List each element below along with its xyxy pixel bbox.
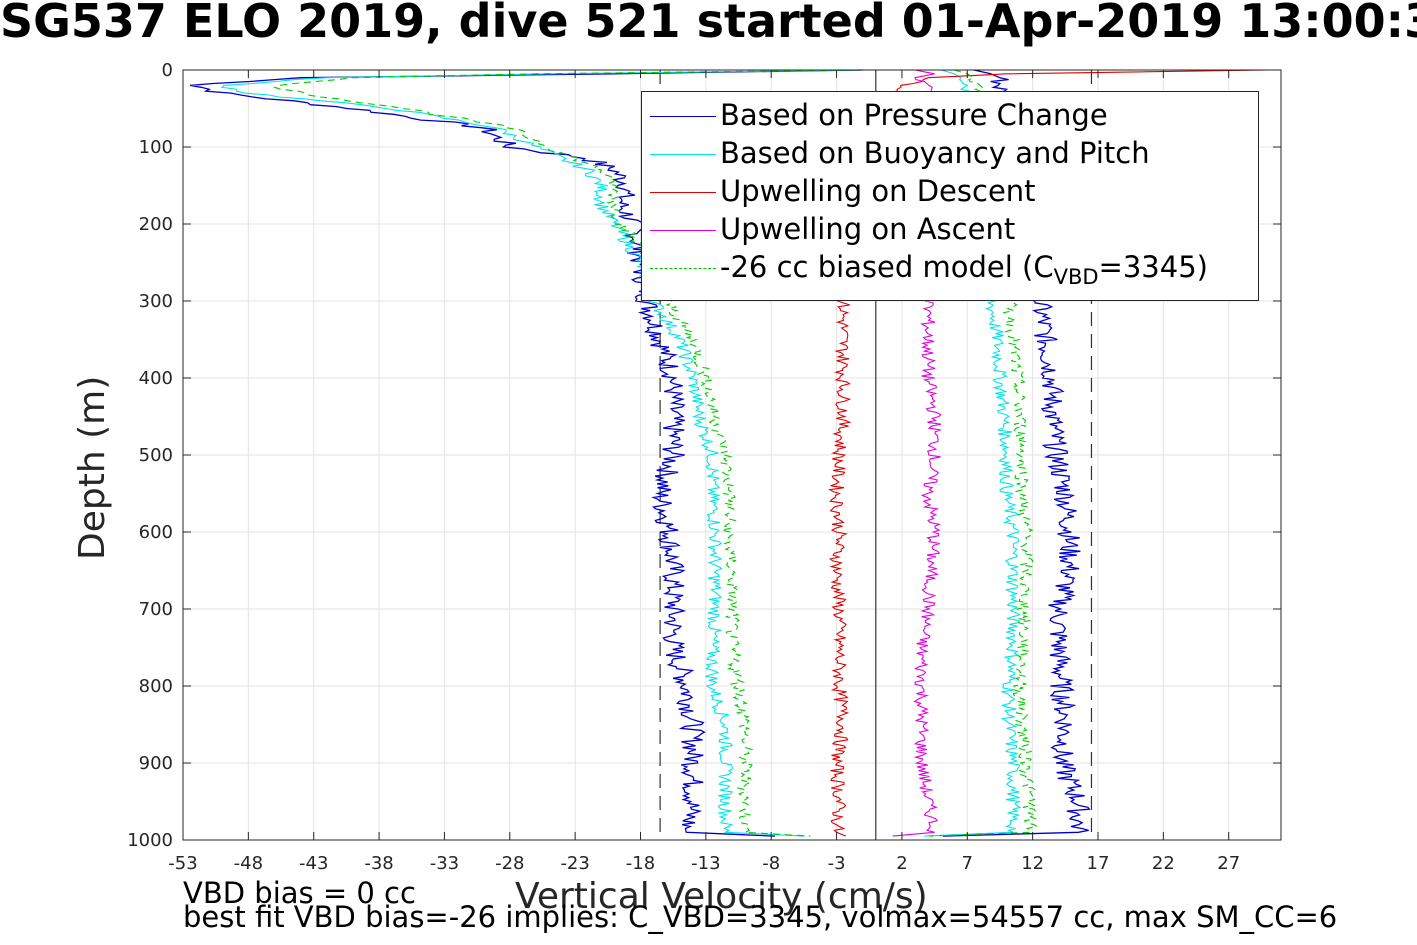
legend-item-biased-model: -26 cc biased model (CVBD=3345) xyxy=(650,248,1250,289)
x-tick-label: 17 xyxy=(1087,853,1110,874)
y-tick-label: 300 xyxy=(139,291,173,312)
legend-line-buoyancy xyxy=(650,154,716,155)
x-tick-label: -48 xyxy=(234,853,263,874)
x-tick-label: -38 xyxy=(364,853,393,874)
legend-item-upwelling-ascent: Upwelling on Ascent xyxy=(650,210,1250,248)
legend: Based on Pressure Change Based on Buoyan… xyxy=(641,91,1259,301)
y-tick-label: 200 xyxy=(139,214,173,235)
y-tick-label: 900 xyxy=(139,753,173,774)
legend-label-buoyancy: Based on Buoyancy and Pitch xyxy=(720,136,1150,170)
legend-model-prefix: -26 cc biased model (C xyxy=(720,250,1054,284)
legend-item-buoyancy: Based on Buoyancy and Pitch xyxy=(650,134,1250,172)
y-tick-label: 1000 xyxy=(127,830,173,851)
x-tick-label: -3 xyxy=(828,853,846,874)
legend-item-pressure: Based on Pressure Change xyxy=(650,96,1250,134)
x-tick-label: -43 xyxy=(299,853,328,874)
x-tick-label: -8 xyxy=(762,853,780,874)
legend-label-upwelling-ascent: Upwelling on Ascent xyxy=(720,212,1016,246)
legend-item-upwelling-descent: Upwelling on Descent xyxy=(650,172,1250,210)
y-tick-label: 600 xyxy=(139,522,173,543)
legend-line-upwelling-descent xyxy=(650,192,716,193)
series-biased-model-ascent xyxy=(929,69,1039,837)
legend-line-pressure xyxy=(650,116,716,117)
y-axis-label: Depth (m) xyxy=(72,375,113,560)
x-tick-label: 7 xyxy=(962,853,973,874)
legend-line-biased-model xyxy=(650,268,716,269)
x-tick-label: -13 xyxy=(691,853,720,874)
legend-model-suffix: =3345) xyxy=(1098,250,1208,284)
y-tick-label: 100 xyxy=(139,137,173,158)
y-tick-label: 0 xyxy=(162,60,173,81)
x-tick-label: -33 xyxy=(430,853,459,874)
y-tick-label: 800 xyxy=(139,676,173,697)
x-tick-label: -53 xyxy=(168,853,197,874)
chart-title: SG537 ELO 2019, dive 521 started 01-Apr-… xyxy=(0,0,1417,48)
y-tick-label: 500 xyxy=(139,445,173,466)
x-tick-label: 22 xyxy=(1152,853,1175,874)
vbd-bias-note: VBD bias = 0 cc xyxy=(183,876,416,910)
x-tick-label: -28 xyxy=(495,853,524,874)
legend-label-pressure: Based on Pressure Change xyxy=(720,98,1108,132)
axis-ticks: -53 -48 -43 -38 -33 -28 -23 -18 -13 -8 -3 2 7 12 17 22 2… xyxy=(127,60,1281,874)
legend-model-subscript: VBD xyxy=(1053,265,1099,289)
series-biased-model-descent xyxy=(273,69,863,837)
x-tick-label: 27 xyxy=(1217,853,1240,874)
x-tick-label: 2 xyxy=(896,853,907,874)
series-buoyancy-descent xyxy=(220,69,863,837)
x-axis-label: Vertical Velocity (cm/s) xyxy=(515,876,928,917)
legend-line-upwelling-ascent xyxy=(650,230,716,231)
y-tick-label: 400 xyxy=(139,368,173,389)
x-tick-label: 12 xyxy=(1021,853,1044,874)
x-tick-label: -23 xyxy=(560,853,589,874)
legend-label-upwelling-descent: Upwelling on Descent xyxy=(720,174,1036,208)
y-tick-label: 700 xyxy=(139,599,173,620)
x-tick-label: -18 xyxy=(626,853,655,874)
best-fit-note: best fit VBD bias=-26 implies: C_VBD=334… xyxy=(183,900,1338,934)
legend-label-biased-model: -26 cc biased model (CVBD=3345) xyxy=(720,248,1208,289)
series-pressure-descent xyxy=(189,69,863,837)
